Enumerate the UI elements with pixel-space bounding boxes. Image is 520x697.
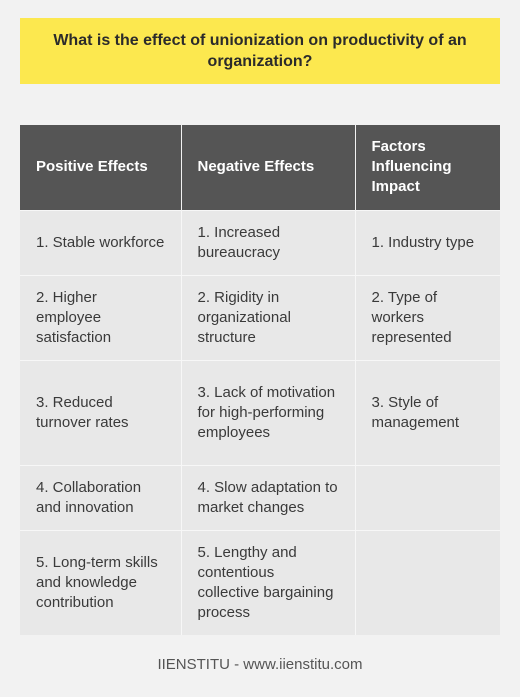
- table-cell: 1. Industry type: [355, 209, 500, 275]
- table-cell: 4. Slow adaptation to market changes: [181, 464, 356, 530]
- table-cell: 1. Stable workforce: [20, 209, 182, 275]
- footer-credit: IIENSTITU - www.iienstitu.com: [157, 656, 363, 673]
- table-row: 5. Long-term skills and knowledge contri…: [20, 529, 500, 635]
- page-title: What is the effect of unionization on pr…: [53, 32, 467, 70]
- table-header-row: Positive Effects Negative Effects Factor…: [20, 125, 500, 210]
- table-cell: 1. Increased bureaucracy: [181, 209, 356, 275]
- table-cell: [355, 529, 500, 635]
- column-header-factors: Factors Influencing Impact: [355, 125, 500, 210]
- table-row: 1. Stable workforce 1. Increased bureauc…: [20, 209, 500, 275]
- table-row: 3. Reduced turnover rates 3. Lack of mot…: [20, 359, 500, 465]
- table-cell: 3. Reduced turnover rates: [20, 359, 182, 465]
- table-cell: 3. Style of management: [355, 359, 500, 465]
- table-row: 4. Collaboration and innovation 4. Slow …: [20, 464, 500, 530]
- table-cell: 5. Long-term skills and knowledge contri…: [20, 529, 182, 635]
- table-cell: 2. Higher employee satisfaction: [20, 274, 182, 360]
- table-row: 2. Higher employee satisfaction 2. Rigid…: [20, 274, 500, 360]
- column-header-negative-effects: Negative Effects: [181, 125, 356, 210]
- table-cell: 4. Collaboration and innovation: [20, 464, 182, 530]
- table-cell: [355, 464, 500, 530]
- column-header-positive-effects: Positive Effects: [20, 125, 182, 210]
- table-cell: 5. Lengthy and contentious collective ba…: [181, 529, 356, 635]
- table-cell: 2. Type of workers represented: [355, 274, 500, 360]
- table-cell: 2. Rigidity in organizational structure: [181, 274, 356, 360]
- table-cell: 3. Lack of motivation for high-performin…: [181, 359, 356, 465]
- effects-table: Positive Effects Negative Effects Factor…: [20, 125, 500, 635]
- title-banner: What is the effect of unionization on pr…: [20, 18, 500, 84]
